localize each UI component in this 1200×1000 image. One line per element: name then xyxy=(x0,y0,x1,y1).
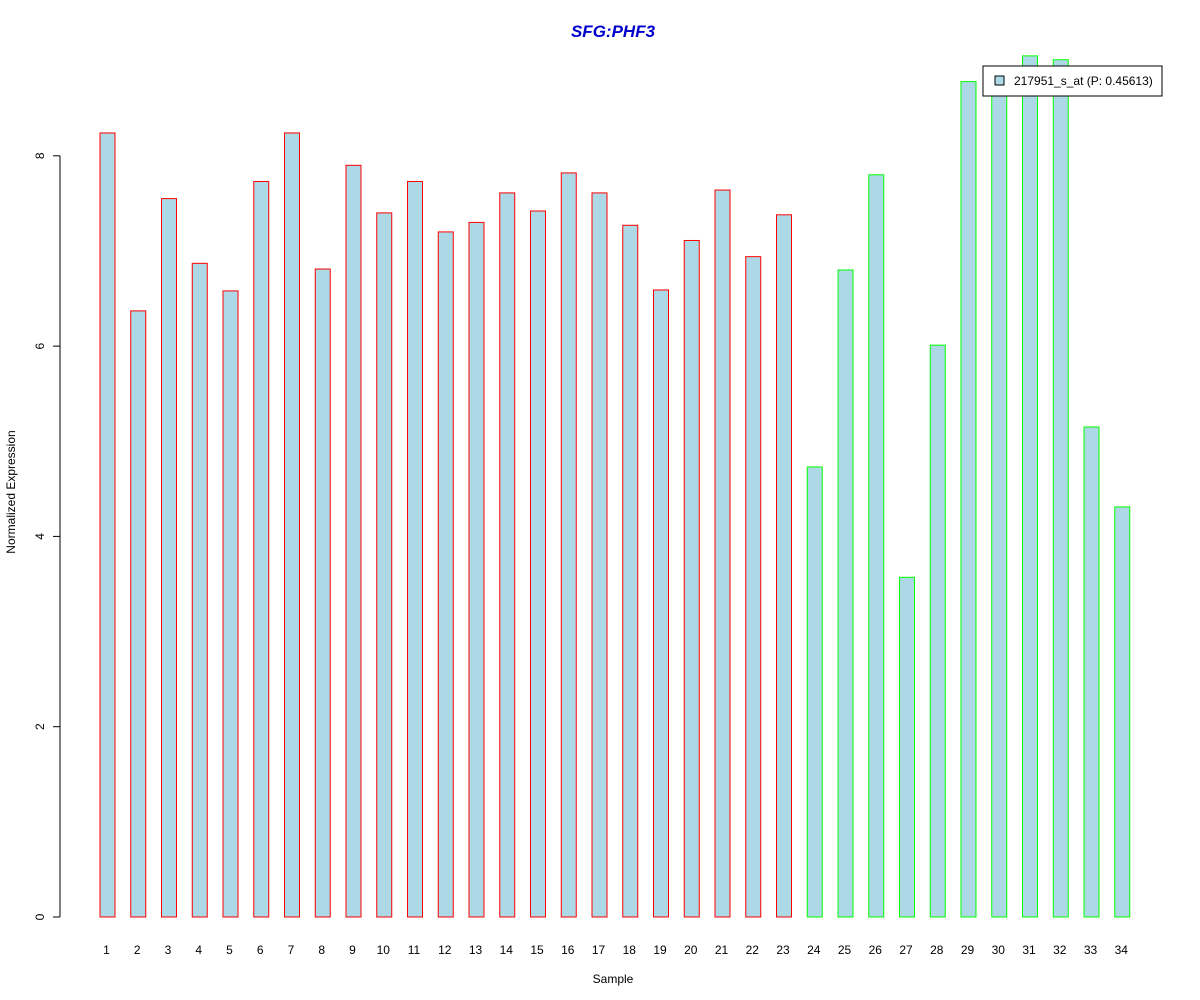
x-tick-label: 34 xyxy=(1115,943,1129,957)
x-tick-label: 2 xyxy=(134,943,141,957)
x-tick-label: 25 xyxy=(838,943,852,957)
bar-sample-12 xyxy=(437,231,454,918)
bar-sample-15 xyxy=(530,210,546,918)
bar-sample-5 xyxy=(222,290,239,918)
x-tick-label: 4 xyxy=(195,943,202,957)
bar-sample-1 xyxy=(99,132,116,918)
legend-swatch xyxy=(994,75,1005,86)
bar-sample-31 xyxy=(1022,55,1038,918)
bar-sample-28 xyxy=(929,344,946,918)
x-tick-label: 32 xyxy=(1053,943,1067,957)
x-tick-label: 12 xyxy=(438,943,452,957)
x-axis-label: Sample xyxy=(593,972,634,986)
x-tick-label: 31 xyxy=(1022,943,1036,957)
bar-sample-8 xyxy=(314,268,331,918)
bar-sample-11 xyxy=(407,180,423,918)
bar-sample-27 xyxy=(899,576,915,918)
x-tick-label: 29 xyxy=(961,943,975,957)
x-tick-label: 26 xyxy=(869,943,883,957)
bar-sample-6 xyxy=(253,180,270,918)
legend-box xyxy=(982,65,1163,97)
bar-sample-19 xyxy=(653,289,669,918)
x-tick-label: 23 xyxy=(776,943,790,957)
chart-title: SFG:PHF3 xyxy=(571,22,656,41)
legend: 217951_s_at (P: 0.45613) xyxy=(982,65,1163,97)
bar-sample-22 xyxy=(745,256,762,918)
legend-label: 217951_s_at (P: 0.45613) xyxy=(1014,74,1153,88)
bar-sample-25 xyxy=(837,269,854,918)
bar-sample-17 xyxy=(591,192,608,918)
x-tick-label: 16 xyxy=(561,943,575,957)
bar-sample-33 xyxy=(1083,426,1100,918)
x-tick-label: 28 xyxy=(930,943,944,957)
y-tick-label: 4 xyxy=(33,533,47,540)
bar-sample-30 xyxy=(991,83,1008,918)
y-tick-label: 6 xyxy=(33,342,47,349)
x-tick-label: 27 xyxy=(899,943,913,957)
x-tick-label: 6 xyxy=(257,943,264,957)
bar-sample-10 xyxy=(376,212,393,918)
bar-sample-7 xyxy=(284,132,300,918)
x-tick-label: 14 xyxy=(500,943,514,957)
bar-sample-13 xyxy=(468,221,485,918)
x-tick-label: 15 xyxy=(530,943,544,957)
bar-sample-4 xyxy=(191,262,208,918)
bar-sample-18 xyxy=(622,224,639,918)
x-tick-label: 17 xyxy=(592,943,606,957)
x-tick-labels: 1 2 3 4 5 6 7 8 9 10 11 12 13 14 15 16 17 18 19 20 21 22 23 24 2… xyxy=(103,943,1128,957)
x-tick-label: 18 xyxy=(623,943,637,957)
bar-sample-24 xyxy=(806,466,823,918)
x-tick-label: 33 xyxy=(1084,943,1098,957)
bar-sample-14 xyxy=(499,192,516,918)
x-tick-label: 1 xyxy=(103,943,110,957)
x-tick-label: 30 xyxy=(992,943,1006,957)
bar-sample-34 xyxy=(1114,506,1131,918)
bar-sample-29 xyxy=(960,81,977,918)
bar-sample-21 xyxy=(714,189,731,918)
bar-sample-3 xyxy=(161,198,177,918)
y-tick-label: 0 xyxy=(33,913,47,920)
x-tick-label: 7 xyxy=(288,943,295,957)
x-tick-label: 24 xyxy=(807,943,821,957)
x-tick-label: 22 xyxy=(746,943,760,957)
bar-sample-32 xyxy=(1052,59,1069,918)
bars xyxy=(99,55,1131,918)
x-tick-label: 10 xyxy=(377,943,391,957)
bar-sample-16 xyxy=(560,172,577,918)
x-tick-label: 9 xyxy=(349,943,356,957)
x-tick-label: 20 xyxy=(684,943,698,957)
x-tick-label: 13 xyxy=(469,943,483,957)
bar-sample-20 xyxy=(683,239,700,918)
x-tick-label: 19 xyxy=(653,943,667,957)
x-tick-label: 5 xyxy=(226,943,233,957)
x-tick-label: 21 xyxy=(715,943,729,957)
bar-sample-26 xyxy=(868,174,885,918)
x-tick-label: 11 xyxy=(408,943,421,957)
y-tick-label: 2 xyxy=(33,723,47,730)
y-tick-label: 8 xyxy=(33,152,47,159)
x-tick-label: 3 xyxy=(165,943,172,957)
y-axis-label: Normalized Expression xyxy=(4,430,18,553)
bar-sample-9 xyxy=(345,164,362,918)
bar-sample-23 xyxy=(776,214,792,918)
x-tick-label: 8 xyxy=(318,943,325,957)
y-axis: 0 2 4 6 8 xyxy=(33,152,61,920)
bar-sample-2 xyxy=(130,310,147,918)
